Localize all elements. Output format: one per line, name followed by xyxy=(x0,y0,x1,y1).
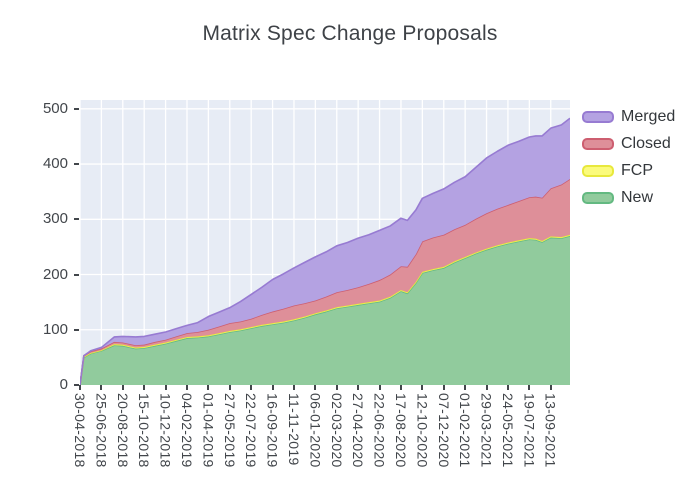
x-axis-tick-label: 02-03-2020 xyxy=(328,393,345,468)
x-axis-tick-mark xyxy=(79,385,81,390)
y-axis-tick-label: 0 xyxy=(59,376,68,393)
x-axis-tick-label: 27-05-2019 xyxy=(221,393,238,468)
line-series-fcp xyxy=(80,233,570,385)
x-axis-tick-mark xyxy=(549,385,552,390)
x-axis-tick-mark xyxy=(164,385,167,390)
y-axis-tick-mark xyxy=(74,328,79,331)
y-axis-tick-mark xyxy=(74,384,79,386)
legend-label: Closed xyxy=(621,134,671,152)
x-axis-tick-label: 22-06-2020 xyxy=(371,393,388,468)
plot-area[interactable] xyxy=(80,100,570,385)
x-axis-tick-label: 01-04-2019 xyxy=(200,393,217,468)
x-axis-tick-mark xyxy=(292,385,295,390)
x-axis-tick-mark xyxy=(528,385,531,390)
x-axis-tick-label: 13-09-2021 xyxy=(542,393,559,468)
x-axis-tick-mark xyxy=(314,385,317,390)
legend-item-closed[interactable]: Closed xyxy=(582,130,675,157)
x-axis-tick-label: 16-09-2019 xyxy=(264,393,281,468)
x-axis-tick-mark xyxy=(143,385,146,390)
x-axis-tick-mark xyxy=(207,385,210,390)
y-axis-tick-mark xyxy=(74,163,79,166)
x-axis-tick-label: 10-12-2018 xyxy=(157,393,174,468)
area-series-closed xyxy=(80,178,570,385)
x-axis-tick-mark xyxy=(121,385,124,390)
legend: Merged Closed FCP New xyxy=(582,103,675,211)
x-axis-tick-mark xyxy=(442,385,445,390)
x-axis-tick-mark xyxy=(485,385,488,390)
x-axis-tick-label: 11-11-2019 xyxy=(285,393,302,466)
x-axis-tick-mark xyxy=(335,385,338,390)
x-axis-tick-label: 22-07-2019 xyxy=(243,393,260,468)
legend-swatch-closed xyxy=(582,137,614,150)
y-axis-tick-mark xyxy=(74,107,79,110)
x-axis-tick-label: 04-02-2019 xyxy=(178,393,195,468)
x-axis-tick-mark xyxy=(378,385,381,390)
x-axis-tick-label: 15-10-2018 xyxy=(136,393,153,468)
line-series-closed xyxy=(80,178,570,385)
chart-title: Matrix Spec Change Proposals xyxy=(202,22,498,45)
line-series-merged xyxy=(80,117,570,385)
y-axis-tick-label: 200 xyxy=(42,265,68,283)
x-axis-tick-label: 06-01-2020 xyxy=(307,393,324,468)
x-axis-tick-label: 24-05-2021 xyxy=(499,393,516,468)
stacked-area-svg xyxy=(80,100,570,385)
y-axis-tick-label: 100 xyxy=(42,320,68,338)
legend-swatch-merged xyxy=(582,110,614,123)
y-axis-tick-mark xyxy=(74,218,79,221)
area-series-merged xyxy=(80,118,570,385)
legend-item-new[interactable]: New xyxy=(582,184,675,211)
x-axis-tick-mark xyxy=(421,385,424,390)
x-axis-tick-mark xyxy=(250,385,253,390)
x-axis-tick-label: 27-04-2020 xyxy=(350,393,367,468)
x-axis-tick-mark xyxy=(228,385,231,390)
x-axis-tick-label: 17-08-2020 xyxy=(392,393,409,468)
legend-swatch-fcp xyxy=(582,164,614,177)
x-axis-tick-label: 19-07-2021 xyxy=(521,393,538,468)
y-axis-tick-label: 500 xyxy=(42,99,68,117)
x-axis-tick-mark xyxy=(357,385,360,390)
x-axis-tick-label: 07-12-2020 xyxy=(435,393,452,468)
legend-label: Merged xyxy=(621,107,676,125)
y-axis-tick-label: 400 xyxy=(42,155,68,173)
legend-item-merged[interactable]: Merged xyxy=(582,103,675,130)
x-axis-tick-mark xyxy=(185,385,188,390)
y-axis-tick-label: 300 xyxy=(42,210,68,228)
x-axis-tick-label: 20-08-2018 xyxy=(114,393,131,468)
x-axis-tick-mark xyxy=(399,385,402,390)
x-axis-tick-label: 01-02-2021 xyxy=(457,393,474,468)
x-axis-tick-label: 30-04-2018 xyxy=(72,393,88,468)
area-series-new xyxy=(80,235,570,385)
x-axis-tick-mark xyxy=(271,385,274,390)
x-axis-tick-mark xyxy=(100,385,103,390)
x-axis-tick-label: 12-10-2020 xyxy=(414,393,431,468)
x-axis-tick-mark xyxy=(464,385,467,390)
x-axis-tick-mark xyxy=(506,385,509,390)
x-axis-tick-label: 29-03-2021 xyxy=(478,393,495,468)
legend-swatch-new xyxy=(582,191,614,204)
y-axis-tick-mark xyxy=(74,273,79,276)
x-axis-tick-label: 25-06-2018 xyxy=(93,393,110,468)
legend-label: New xyxy=(621,188,654,206)
legend-item-fcp[interactable]: FCP xyxy=(582,157,675,184)
legend-label: FCP xyxy=(621,161,653,179)
